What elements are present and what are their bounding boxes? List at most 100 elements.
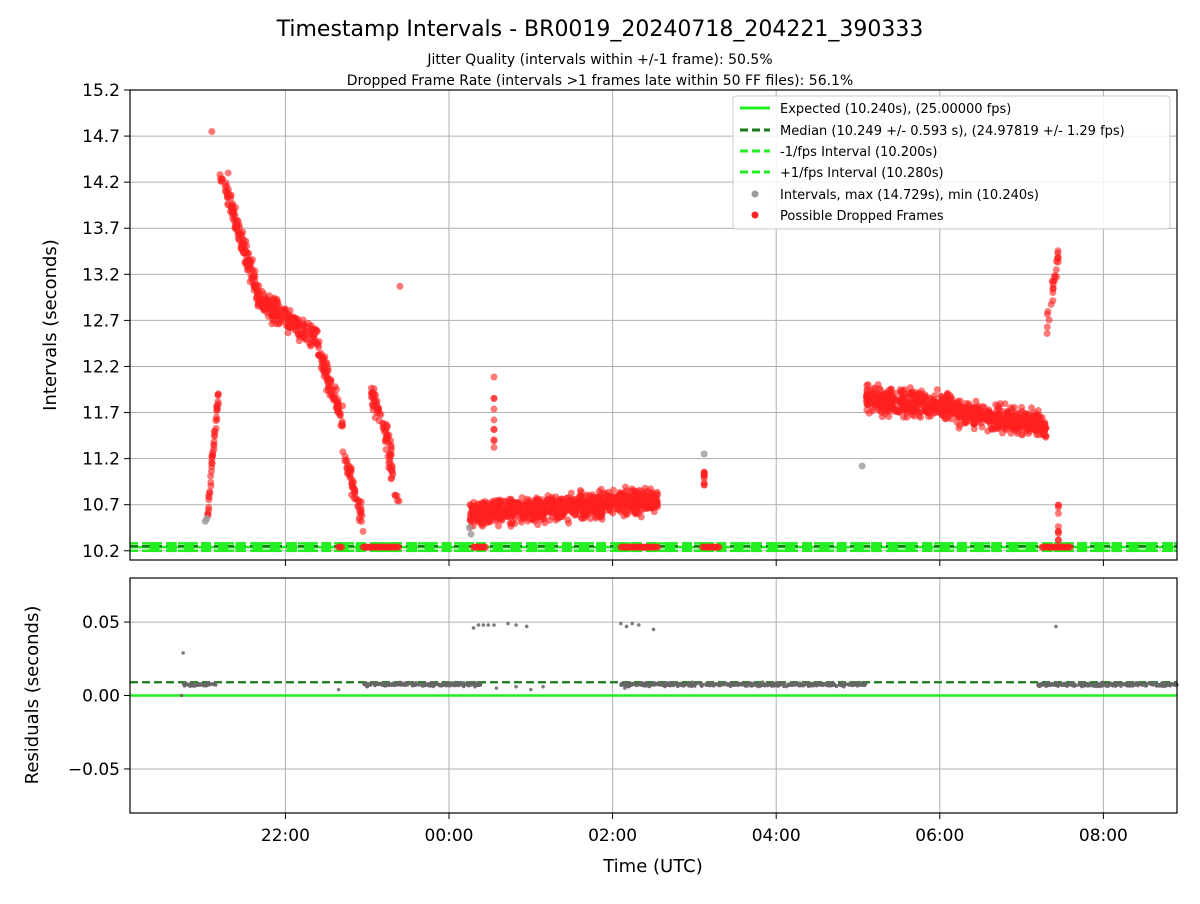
dropped-frame-point	[208, 127, 216, 135]
residual-point	[1054, 624, 1058, 629]
x-tick-label: 00:00	[425, 826, 474, 846]
residual-point	[1131, 682, 1136, 687]
dropped-frame-point	[224, 201, 232, 209]
dropped-frame-point	[329, 394, 337, 402]
dropped-frame-point	[511, 511, 519, 519]
dropped-frame-point	[316, 351, 324, 359]
residual-point	[529, 687, 533, 692]
legend-entry-median: Median (10.249 +/- 0.593 s), (24.97819 +…	[780, 124, 1125, 139]
dropped-frame-point	[318, 357, 326, 365]
dropped-frame-point	[320, 372, 328, 380]
dropped-frame-point	[988, 425, 996, 433]
dropped-frame-point	[938, 393, 946, 401]
dropped-frame-point	[231, 212, 239, 220]
dropped-frame-point	[295, 319, 303, 327]
dropped-frame-point	[297, 330, 305, 338]
residual-point	[841, 681, 846, 686]
baseline-marker	[235, 542, 246, 553]
dropped-frame-point	[478, 500, 486, 508]
dropped-frame-point	[490, 437, 498, 445]
residual-point	[440, 681, 445, 686]
dropped-frame-point	[956, 421, 964, 429]
dropped-frame-point	[387, 441, 395, 449]
residual-point	[452, 683, 457, 688]
dropped-frame-point	[979, 411, 987, 419]
baseline-marker	[183, 542, 194, 553]
dropped-frame-point	[481, 543, 489, 551]
residual-point	[1166, 683, 1171, 687]
residuals-y-axis-label: Residuals (seconds)	[22, 606, 43, 785]
dropped-frame-point	[487, 503, 495, 511]
dropped-frame-point	[222, 188, 230, 196]
residual-point	[677, 683, 681, 687]
residual-point	[1152, 683, 1156, 687]
residuals-plot: 0.05 0.00 −0.05 22:00 00:00 02:00 04:00 06:00 08…	[68, 577, 1179, 846]
baseline-marker	[905, 542, 916, 553]
dropped-frame-point	[1054, 523, 1062, 531]
residual-point	[421, 682, 425, 687]
legend-entry-plus-fps: +1/fps Interval (10.280s)	[780, 166, 944, 181]
dropped-frame-point	[210, 446, 218, 454]
dropped-frame-point	[630, 496, 638, 504]
baseline-marker	[596, 542, 607, 553]
legend-frame	[732, 95, 1171, 230]
dropped-frame-point	[1045, 316, 1053, 324]
residual-point	[815, 683, 820, 687]
dropped-frame-point	[343, 457, 351, 465]
residual-point	[680, 683, 684, 687]
intervals-plot-frame	[129, 89, 1178, 561]
residual-point	[374, 682, 378, 687]
residual-point	[477, 683, 481, 687]
residual-point	[472, 682, 476, 686]
dropped-frame-point	[242, 248, 250, 256]
dropped-frame-point	[368, 389, 376, 397]
dropped-frame-point	[336, 412, 344, 420]
baseline-marker	[939, 542, 950, 553]
dropped-frame-point	[1043, 329, 1051, 337]
residual-point	[781, 681, 786, 685]
dropped-frame-point	[499, 497, 507, 505]
residual-point	[1090, 682, 1094, 687]
dropped-frame-point	[282, 312, 290, 320]
residuals-y-tick-label: −0.05	[68, 760, 120, 780]
intervals-y-tick-label: 13.2	[82, 265, 120, 285]
baseline-marker	[888, 542, 899, 553]
dropped-frame-point	[1002, 424, 1010, 432]
residual-point	[1045, 683, 1049, 688]
dropped-frame-point	[347, 468, 355, 476]
dropped-frame-point	[967, 405, 975, 413]
dropped-frame-point	[911, 388, 919, 396]
residual-point	[765, 682, 770, 686]
residual-point	[1147, 681, 1152, 685]
baseline-marker	[286, 542, 297, 553]
residual-point	[748, 681, 752, 685]
baseline-marker	[767, 542, 778, 553]
dropped-frame-point	[490, 394, 498, 402]
residual-point	[367, 681, 372, 686]
dropped-frame-point	[1031, 416, 1039, 424]
dropped-frame-point	[535, 498, 543, 506]
residual-point	[468, 681, 473, 686]
dropped-frame-point	[649, 489, 657, 497]
dropped-frame-point	[1009, 419, 1017, 427]
dropped-frame-point	[377, 411, 385, 419]
baseline-marker	[922, 542, 933, 553]
residual-point	[213, 683, 218, 687]
dropped-frame-point	[320, 364, 328, 372]
dropped-frame-point	[584, 506, 592, 514]
residual-point	[1050, 682, 1055, 686]
dropped-frame-point	[592, 514, 600, 522]
dropped-frame-point	[978, 423, 986, 431]
residual-point	[618, 621, 623, 626]
dropped-frame-point	[208, 463, 216, 471]
dropped-frame-point	[490, 425, 498, 433]
baseline-marker	[544, 542, 555, 553]
dropped-frame-point	[286, 321, 294, 329]
dropped-frame-point	[902, 391, 910, 399]
residual-point	[1075, 683, 1080, 687]
dropped-frame-point	[894, 397, 902, 405]
dropped-frame-point	[646, 502, 654, 510]
residual-point	[1085, 681, 1090, 686]
residual-point	[805, 681, 810, 686]
residual-point	[184, 681, 188, 686]
